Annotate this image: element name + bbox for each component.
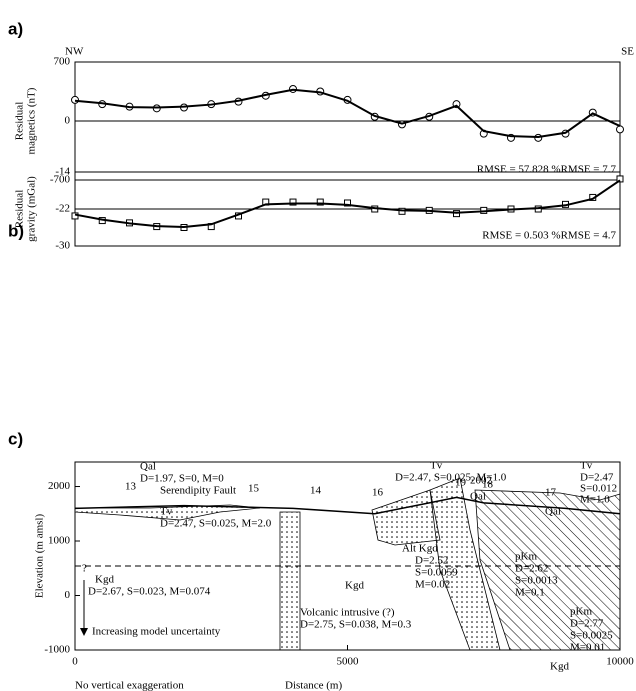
y-tick-label: -30	[55, 240, 70, 252]
y-tick-label: 2000	[48, 480, 71, 492]
observed-point	[344, 199, 351, 207]
y-axis-label: Residual	[14, 190, 26, 229]
annotation: Qal	[140, 461, 156, 473]
annotation: D=2.47, S=0.025, M=2.0	[160, 518, 272, 530]
annotation: 14	[310, 485, 322, 497]
annotation: Kgd	[345, 580, 364, 592]
annotation: Tv	[580, 460, 593, 472]
y-tick-label: 0	[65, 115, 71, 127]
annotation: S=0.0013	[515, 575, 558, 587]
y-axis-label: Residual	[14, 102, 26, 141]
annotation: Increasing model uncertainty	[92, 626, 221, 638]
annotation: 17	[545, 487, 557, 499]
annotation: D=2.62	[515, 563, 548, 575]
panel-label: a)	[8, 19, 23, 38]
annotation: D=2.47	[580, 472, 614, 484]
annotation: pKm	[570, 606, 592, 618]
y-tick-label: -22	[55, 203, 70, 215]
y-tick-label: 0	[65, 589, 71, 601]
y-tick-label: -1000	[44, 644, 70, 656]
x-tick-label: 5000	[337, 656, 360, 668]
annotation: D=2.75, S=0.038, M=0.3	[300, 619, 412, 631]
annotation: Volcanic intrusive (?)	[300, 607, 395, 619]
y-tick-label: 1000	[48, 535, 71, 547]
annotation: RMSE = 57.828 %RMSE = 7.7	[477, 164, 617, 176]
annotation: Alt Kgd	[402, 543, 438, 555]
annotation: pKm	[515, 551, 537, 563]
panel-label: c)	[8, 429, 23, 448]
y-axis-label: Elevation (m amsl)	[34, 514, 46, 599]
y-tick-label: -700	[50, 174, 71, 186]
annotation: D=1.97, S=0, M=0	[140, 473, 224, 485]
annotation: 16	[372, 487, 384, 499]
annotation: Qal	[545, 506, 561, 518]
left-label: NW	[65, 46, 84, 58]
annotation: M=0.1	[515, 587, 545, 599]
annotation: M=0.02	[415, 579, 450, 591]
annotation: Tv	[160, 506, 173, 518]
ground-surface	[74, 496, 621, 515]
annotation: Qal	[470, 491, 486, 503]
annotation: RMSE = 0.503 %RMSE = 4.7	[482, 230, 616, 242]
annotation: D=2.47, S=0.025, M=1.0	[395, 472, 507, 484]
annotation: Kgd	[550, 661, 569, 673]
observed-point	[316, 198, 324, 206]
x-axis-label: Distance (m)	[285, 680, 342, 691]
annotation: S=0.0025	[570, 630, 613, 642]
annotation: S=0.012	[580, 483, 617, 495]
annotation: 18	[482, 479, 494, 491]
y-axis-label: gravity (mGal)	[26, 176, 38, 242]
observed-point	[616, 125, 624, 134]
arrow-head	[80, 628, 88, 636]
annotation: Serendipity Fault	[160, 485, 236, 497]
annotation: S=0.0059	[415, 567, 458, 579]
model-line	[74, 88, 621, 139]
annotation: D=2.52	[415, 555, 448, 567]
annotation: 13	[125, 481, 137, 493]
right-label: SE	[621, 46, 634, 58]
annotation: M=1.0	[580, 494, 610, 506]
x-tick-label: 0	[72, 656, 78, 668]
observed-point	[616, 175, 624, 183]
panel-label: b)	[8, 221, 24, 240]
annotation: 2002	[470, 475, 492, 487]
intrusive-unit	[279, 511, 301, 651]
annotation: M=0.01	[570, 642, 605, 654]
annotation: 19	[455, 477, 467, 489]
y-tick-label: -14	[55, 166, 70, 178]
model-line	[74, 179, 621, 229]
annotation: D=2.67, S=0.023, M=0.074	[88, 586, 211, 598]
annotation: Tv	[430, 460, 443, 472]
annotation: ?	[82, 563, 87, 575]
note: No vertical exaggeration	[75, 680, 184, 691]
y-axis-label: magnetics (nT)	[26, 87, 38, 154]
x-tick-label: 10000	[606, 656, 634, 668]
annotation: 15	[248, 483, 260, 495]
annotation: D=2.77	[570, 618, 604, 630]
y-tick-label: 700	[54, 56, 71, 68]
observed-point	[289, 198, 297, 206]
annotation: Kgd	[95, 574, 114, 586]
observed-point	[71, 95, 79, 104]
